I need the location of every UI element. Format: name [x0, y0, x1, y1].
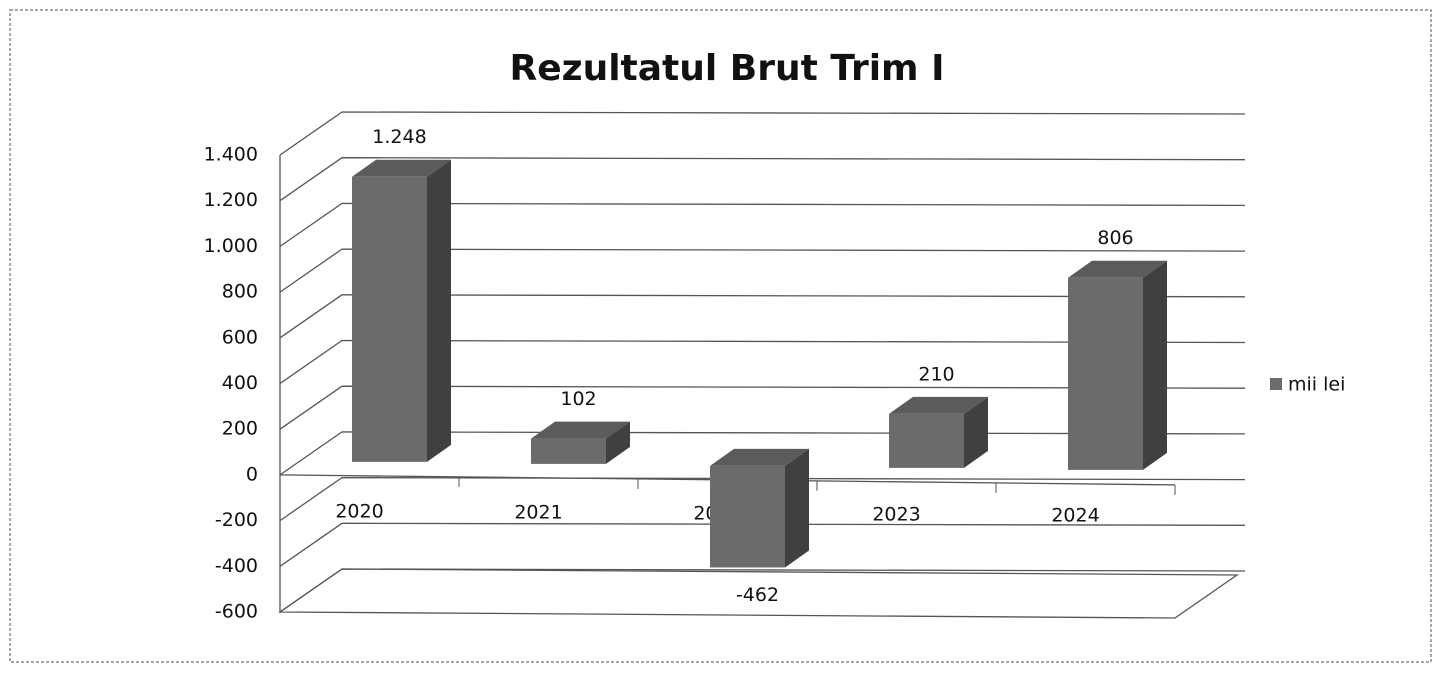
x-tick-label: 2024 [1051, 505, 1099, 527]
y-tick-label: 1.000 [204, 235, 258, 257]
bar-side [1143, 260, 1167, 470]
bar-top [531, 421, 630, 439]
grid-line [279, 202, 1246, 247]
data-label: 210 [918, 363, 954, 385]
x-tick-label: 2021 [514, 502, 562, 524]
bar-side [606, 421, 630, 464]
x-tick-label: 2020 [335, 501, 383, 523]
y-tick-label: 400 [222, 372, 258, 394]
bar-side [427, 159, 451, 462]
bar [1068, 277, 1143, 470]
bar-top [710, 448, 809, 466]
y-tick-label: 200 [222, 418, 258, 440]
bar-top [889, 396, 988, 414]
data-label: 1.248 [372, 126, 426, 148]
y-tick-label: 800 [222, 281, 258, 303]
grid-line [279, 111, 1246, 156]
grid-line [279, 339, 1246, 385]
y-tick-label: 600 [222, 326, 258, 348]
data-label: -462 [736, 584, 779, 606]
legend-label: mii lei [1288, 374, 1345, 396]
data-label: 806 [1097, 227, 1133, 249]
chart-title: Rezultatul Brut Trim I [510, 48, 945, 89]
legend-swatch [1270, 378, 1282, 390]
grid-line [279, 568, 1246, 613]
bar [531, 438, 606, 464]
grid-line [279, 476, 1246, 522]
y-tick-label: -600 [215, 601, 258, 623]
y-tick-label: -400 [215, 555, 258, 577]
grid-line [279, 157, 1246, 202]
bar-side [785, 448, 809, 568]
x-tick-label: 2023 [872, 504, 920, 526]
grid-line [279, 248, 1246, 293]
y-tick-label: -200 [215, 509, 258, 531]
bar-top [1068, 260, 1167, 278]
bar-top [352, 159, 451, 177]
bar [889, 413, 964, 468]
y-tick-label: 1.400 [204, 144, 258, 166]
bar [710, 465, 785, 568]
y-tick-label: 1.200 [204, 189, 258, 211]
y-tick-label: 0 [246, 463, 258, 485]
grid-line [279, 385, 1246, 430]
grid-line [279, 294, 1246, 339]
grid-line [279, 522, 1246, 567]
data-label: 102 [560, 388, 596, 410]
bar [352, 176, 427, 462]
bar-side [964, 396, 988, 468]
